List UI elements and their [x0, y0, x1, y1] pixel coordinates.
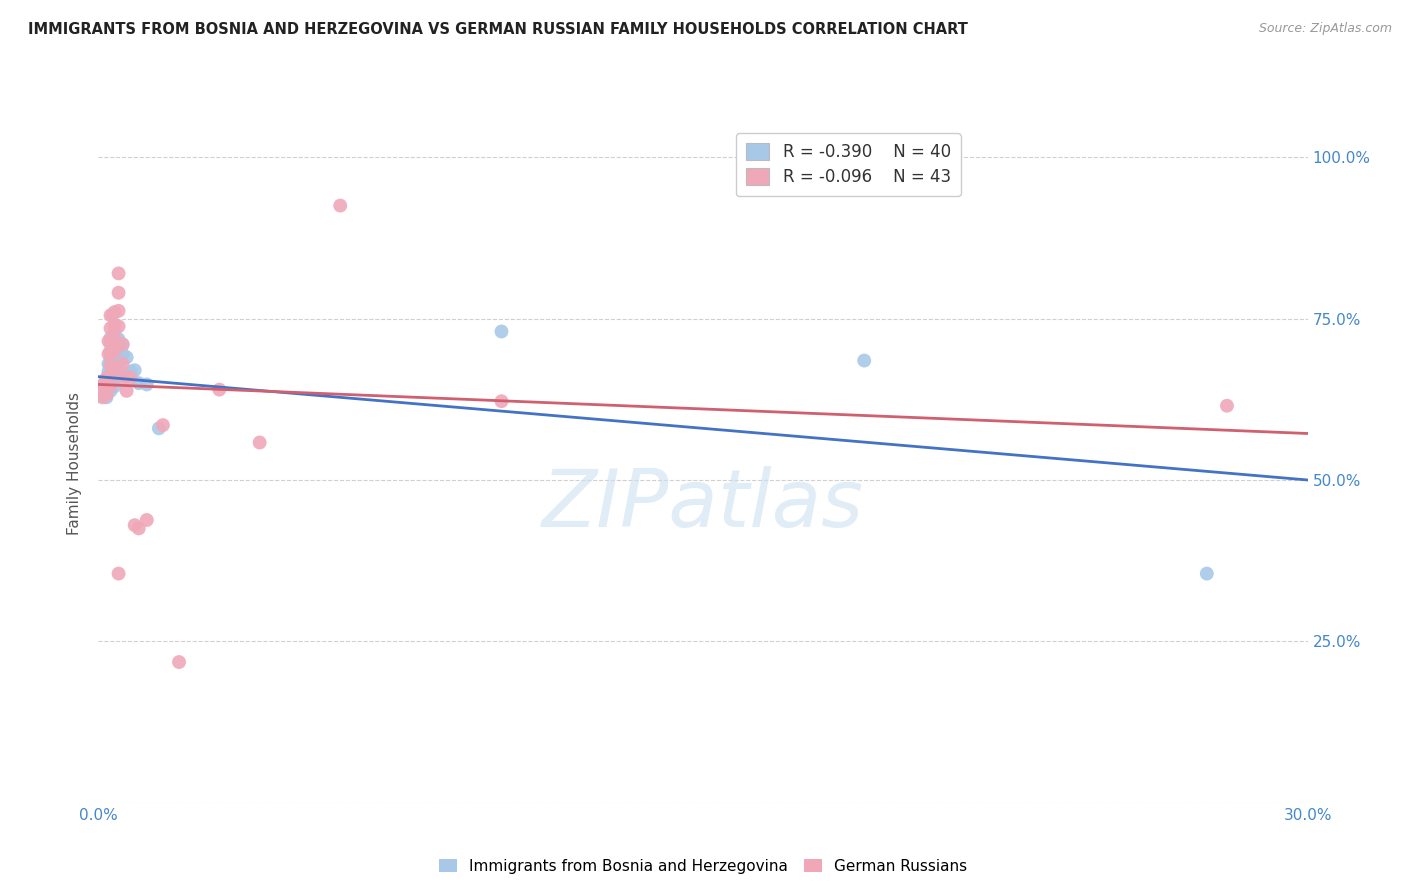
Point	[103, 379, 125, 393]
Point	[96, 388, 118, 402]
Point	[107, 303, 129, 318]
Point	[107, 332, 129, 346]
Point	[128, 376, 150, 391]
Point	[93, 384, 115, 398]
Point	[97, 347, 120, 361]
Point	[100, 368, 122, 383]
Point	[103, 318, 125, 332]
Point	[148, 421, 170, 435]
Point	[103, 362, 125, 376]
Point	[107, 285, 129, 300]
Point	[91, 379, 114, 393]
Point	[107, 266, 129, 280]
Point	[124, 518, 146, 533]
Point	[96, 390, 118, 404]
Point	[97, 357, 120, 371]
Legend: R = -0.390    N = 40, R = -0.096    N = 43: R = -0.390 N = 40, R = -0.096 N = 43	[735, 133, 960, 196]
Point	[96, 383, 118, 397]
Point	[111, 337, 134, 351]
Point	[135, 513, 157, 527]
Point	[91, 389, 114, 403]
Point	[120, 371, 142, 385]
Point	[100, 321, 122, 335]
Point	[115, 369, 138, 384]
Point	[120, 364, 142, 378]
Point	[491, 325, 513, 339]
Text: ZIPatlas: ZIPatlas	[541, 466, 865, 543]
Point	[103, 337, 125, 351]
Point	[100, 331, 122, 345]
Point	[100, 309, 122, 323]
Point	[103, 371, 125, 385]
Y-axis label: Family Households: Family Households	[67, 392, 83, 535]
Point	[100, 347, 122, 361]
Point	[93, 377, 115, 392]
Point	[97, 334, 120, 348]
Point	[100, 367, 122, 381]
Point	[103, 305, 125, 319]
Point	[89, 379, 111, 393]
Point	[103, 331, 125, 345]
Point	[128, 521, 150, 535]
Point	[103, 325, 125, 339]
Point	[1195, 566, 1218, 581]
Point	[96, 379, 118, 393]
Point	[329, 198, 352, 212]
Point	[491, 394, 513, 409]
Point	[101, 309, 124, 323]
Text: Source: ZipAtlas.com: Source: ZipAtlas.com	[1258, 22, 1392, 36]
Point	[124, 363, 146, 377]
Point	[111, 337, 134, 351]
Point	[103, 362, 125, 376]
Point	[107, 566, 129, 581]
Point	[111, 347, 134, 361]
Legend: Immigrants from Bosnia and Herzegovina, German Russians: Immigrants from Bosnia and Herzegovina, …	[433, 853, 973, 880]
Text: IMMIGRANTS FROM BOSNIA AND HERZEGOVINA VS GERMAN RUSSIAN FAMILY HOUSEHOLDS CORRE: IMMIGRANTS FROM BOSNIA AND HERZEGOVINA V…	[28, 22, 967, 37]
Point	[103, 351, 125, 365]
Point	[91, 390, 114, 404]
Point	[111, 371, 134, 385]
Point	[111, 357, 134, 371]
Point	[152, 418, 174, 433]
Point	[115, 351, 138, 365]
Point	[103, 343, 125, 358]
Point	[100, 358, 122, 372]
Point	[93, 376, 115, 391]
Point	[107, 368, 129, 383]
Point	[167, 655, 190, 669]
Point	[100, 379, 122, 393]
Point	[93, 385, 115, 400]
Point	[97, 373, 120, 387]
Point	[96, 373, 118, 387]
Point	[853, 353, 876, 368]
Point	[135, 377, 157, 392]
Point	[115, 384, 138, 398]
Point	[115, 368, 138, 383]
Point	[96, 371, 118, 385]
Point	[1216, 399, 1239, 413]
Point	[100, 357, 122, 371]
Point	[97, 364, 120, 378]
Point	[249, 435, 271, 450]
Point	[107, 319, 129, 334]
Point	[107, 357, 129, 371]
Point	[100, 384, 122, 398]
Point	[91, 384, 114, 398]
Point	[100, 376, 122, 391]
Point	[89, 384, 111, 398]
Point	[100, 343, 122, 358]
Point	[107, 343, 129, 358]
Point	[208, 383, 231, 397]
Point	[100, 336, 122, 351]
